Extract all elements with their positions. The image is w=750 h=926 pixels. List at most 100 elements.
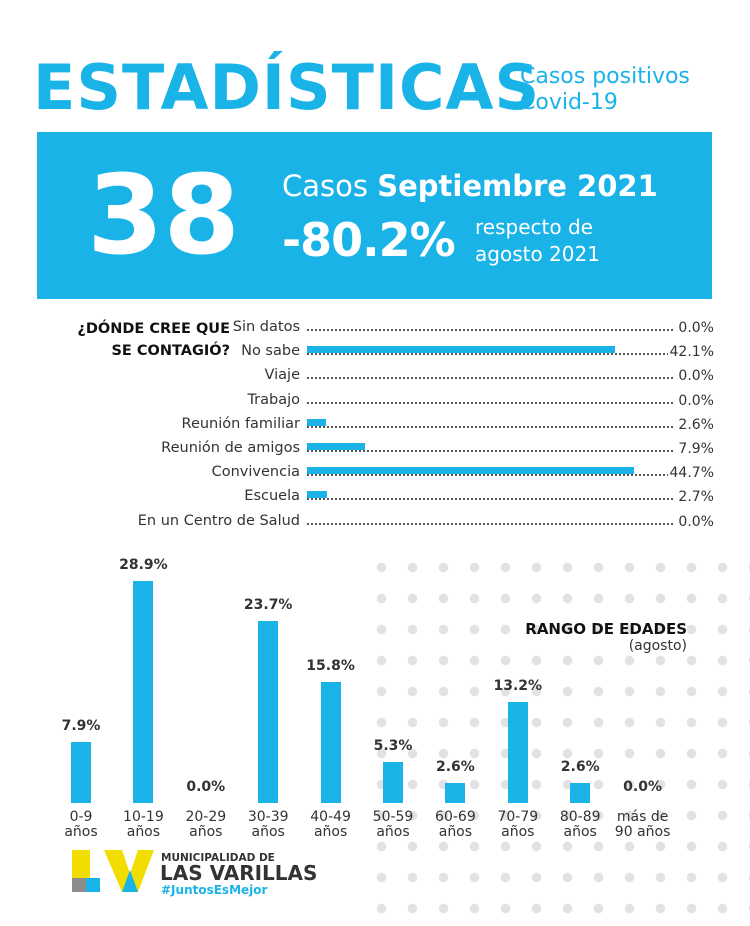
contagion-value-label: 0.0% <box>676 391 714 410</box>
contagion-value-label: 2.7% <box>676 488 714 507</box>
contagion-bar <box>307 443 365 450</box>
age-category-label: 0-9 años <box>49 810 113 840</box>
contagion-row: Escuela 2.7% <box>0 485 750 508</box>
age-category-line: 40-49 <box>310 809 351 825</box>
contagion-dotted-leader <box>307 425 673 428</box>
contagion-category-label: Convivencia <box>211 464 300 481</box>
contagion-value-label: 7.9% <box>676 440 714 458</box>
age-value-label: 0.0% <box>186 779 226 795</box>
contagion-dotted-leader <box>307 401 673 404</box>
age-category-line: años <box>189 824 223 840</box>
age-category-line: 50-59 <box>372 809 414 825</box>
contagion-dotted-leader <box>307 377 673 380</box>
age-bar <box>383 762 403 803</box>
age-bar <box>570 783 591 803</box>
age-bar <box>320 681 341 803</box>
age-value-label: 2.6% <box>435 759 475 776</box>
contagion-row: Sin datos 0.0% <box>0 316 750 339</box>
age-category-label: 50-59 años <box>361 810 425 840</box>
case-count: 38 <box>87 151 241 279</box>
contagion-question: ¿DÓNDE CREE QUE SE CONTAGIÓ? <box>77 321 230 359</box>
age-category-label: 20-29 años <box>174 810 238 840</box>
age-value-label: 0.0% <box>623 779 662 795</box>
contagion-category-label: Reunión familiar <box>181 415 300 432</box>
age-category-line: 10-19 <box>123 809 164 825</box>
age-value-label: 23.7% <box>243 596 293 613</box>
age-value-label: 15.8% <box>306 657 355 674</box>
summary-banner: 38 Casos Septiembre 2021 -80.2% respecto… <box>37 132 712 299</box>
subtitle-line-2: Covid-19 <box>520 90 618 115</box>
contagion-category-label: Viaje <box>264 367 300 384</box>
age-bar <box>258 620 279 803</box>
contagion-category-label: Reunión de amigos <box>161 440 300 456</box>
age-chart-title: RANGO DE EDADES <box>525 620 687 638</box>
age-bar <box>445 783 466 803</box>
age-category-label: más de 90 años <box>611 810 675 840</box>
age-bar <box>133 581 154 803</box>
period-line: Casos Septiembre 2021 <box>282 168 658 204</box>
contagion-dotted-leader <box>307 329 673 331</box>
contagion-row: Trabajo 0.0% <box>0 389 750 412</box>
age-category-line: más de <box>616 809 669 825</box>
age-category-line: años <box>438 824 473 840</box>
age-category-label: 30-39 años <box>236 810 300 840</box>
contagion-row: En un Centro de Salud 0.0% <box>0 510 750 533</box>
age-value-label: 5.3% <box>373 738 413 755</box>
contagion-bar <box>307 467 635 475</box>
age-category-line: 0-9 <box>69 809 93 825</box>
age-chart-subtitle: (agosto) <box>628 638 687 654</box>
age-category-label: 10-19 años <box>111 810 175 840</box>
contagion-row: Convivencia 44.7% <box>0 461 750 484</box>
contagion-dotted-leader <box>307 498 673 501</box>
age-value-label: 2.6% <box>560 759 600 776</box>
comparison-line-1: respecto de <box>475 215 593 239</box>
contagion-bar <box>307 491 327 499</box>
contagion-category-label: Escuela <box>244 488 300 505</box>
contagion-dotted-leader <box>307 450 673 452</box>
age-category-line: 60-69 <box>435 809 476 825</box>
contagion-bar <box>307 346 616 354</box>
age-category-label: 40-49 años <box>299 810 363 840</box>
contagion-category-label: No sabe <box>241 343 300 360</box>
period-label: Septiembre 2021 <box>377 169 658 203</box>
age-category-line: 90 años <box>614 824 671 840</box>
age-category-line: 30-39 <box>247 809 289 825</box>
casos-word: Casos <box>282 169 368 203</box>
contagion-value-label: 42.1% <box>667 343 714 362</box>
hashtag: #JuntosEsMejor <box>161 883 268 897</box>
logo-blue-square <box>86 878 100 892</box>
city-name: LAS VARILLAS <box>160 861 318 885</box>
municipality-logo <box>72 850 154 892</box>
contagion-category-label: Trabajo <box>247 391 300 408</box>
page-title: ESTADÍSTICAS <box>33 51 541 124</box>
logo-v-shape <box>104 850 154 892</box>
contagion-row: Viaje 0.0% <box>0 364 750 387</box>
contagion-row: Reunión de amigos 7.9% <box>0 437 750 460</box>
contagion-dotted-leader <box>307 522 673 525</box>
age-category-line: 20-29 <box>185 809 227 825</box>
age-value-label: 13.2% <box>493 677 543 694</box>
logo-gray-square <box>72 878 86 892</box>
age-category-line: 70-79 <box>497 809 539 825</box>
contagion-value-label: 0.0% <box>676 367 714 386</box>
dot-pattern <box>360 548 750 926</box>
contagion-dotted-leader <box>307 474 673 477</box>
logo-v-blue <box>122 870 138 892</box>
contagion-value-label: 2.6% <box>676 415 714 434</box>
contagion-value-label: 0.0% <box>676 319 714 337</box>
age-value-label: 7.9% <box>61 718 101 735</box>
age-category-line: años <box>501 824 535 840</box>
comparison-line-2: agosto 2021 <box>475 242 600 266</box>
age-category-line: años <box>64 824 98 840</box>
age-category-line: años <box>563 824 597 840</box>
age-category-line: años <box>376 824 410 840</box>
age-bar <box>507 701 528 803</box>
age-category-line: 80-89 <box>559 809 601 825</box>
change-percent: -80.2% <box>282 213 456 267</box>
contagion-value-label: 44.7% <box>667 464 714 483</box>
age-category-label: 80-89 años <box>548 810 612 840</box>
age-category-line: años <box>126 824 161 840</box>
contagion-category-label: Sin datos <box>232 319 300 335</box>
contagion-row: No sabe 42.1% <box>0 340 750 363</box>
contagion-value-label: 0.0% <box>676 512 714 531</box>
